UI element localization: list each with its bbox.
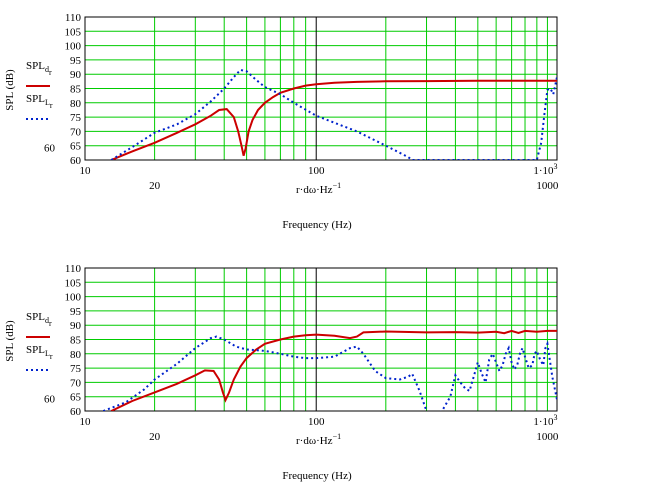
y-tick-label: 110 bbox=[65, 263, 82, 275]
legend-label: SPLLr bbox=[26, 93, 53, 110]
y-axis-title: SPL (dB) bbox=[4, 320, 16, 362]
y-tick-label: 85 bbox=[70, 84, 82, 96]
x-axis-expr-exp: −1 bbox=[333, 181, 342, 190]
legend-label-sub: d bbox=[45, 316, 49, 325]
y-tick-label: 75 bbox=[70, 112, 82, 124]
y-tick-label: 60 bbox=[70, 155, 82, 167]
y-tick-label: 65 bbox=[70, 141, 82, 153]
y-tick-label: 100 bbox=[65, 292, 82, 304]
y-tick-label-extra: 60 bbox=[44, 394, 56, 406]
legend-label: SPLdr bbox=[26, 60, 52, 77]
y-tick-label: 60 bbox=[70, 406, 82, 418]
y-tick-label: 80 bbox=[70, 349, 82, 361]
x-tick-label: 1·103 bbox=[533, 162, 557, 177]
y-tick-label: 65 bbox=[70, 392, 82, 404]
x-tick-label: 10 bbox=[80, 416, 92, 428]
y-tick-label: 95 bbox=[70, 55, 82, 67]
x-tick-label: 1·103 bbox=[533, 413, 557, 428]
x-tick-label: 100 bbox=[308, 416, 325, 428]
y-tick-label: 85 bbox=[70, 335, 82, 347]
y-tick-label: 95 bbox=[70, 306, 82, 318]
x-axis-expr: r·dω·Hz−1 bbox=[296, 432, 341, 447]
y-axis-title: SPL (dB) bbox=[4, 69, 16, 111]
y-tick-label: 105 bbox=[65, 26, 82, 38]
y-tick-label: 70 bbox=[70, 377, 82, 389]
legend-label: SPLLr bbox=[26, 344, 53, 361]
series-line-d bbox=[110, 329, 557, 411]
legend-label: SPLdr bbox=[26, 311, 52, 328]
legend-label-sub2: r bbox=[49, 319, 52, 328]
x-tick-exp: 3 bbox=[554, 413, 558, 422]
y-tick-label: 105 bbox=[65, 277, 82, 289]
legend-label-sub: d bbox=[45, 65, 49, 74]
y-tick-label: 75 bbox=[70, 363, 82, 375]
legend-label-sub2: r bbox=[50, 101, 53, 110]
x-tick-label: 20 bbox=[149, 431, 161, 443]
y-tick-label-extra: 60 bbox=[44, 143, 56, 155]
x-tick-label: 10 bbox=[80, 165, 92, 177]
legend-label-sub: L bbox=[45, 98, 50, 107]
x-tick-label: 20 bbox=[149, 180, 161, 192]
series-line-l bbox=[110, 68, 557, 160]
x-axis-expr-exp: −1 bbox=[333, 432, 342, 441]
y-tick-label: 90 bbox=[70, 320, 82, 332]
y-tick-label: 90 bbox=[70, 69, 82, 81]
y-tick-label: 80 bbox=[70, 98, 82, 110]
y-tick-label: 110 bbox=[65, 12, 82, 24]
x-tick-label: 1000 bbox=[536, 431, 559, 443]
series-line-l bbox=[102, 335, 557, 411]
x-tick-label: 100 bbox=[308, 165, 325, 177]
legend-label-sub2: r bbox=[50, 352, 53, 361]
plot-frame bbox=[84, 267, 558, 412]
y-tick-label: 70 bbox=[70, 126, 82, 138]
plot-frame bbox=[84, 16, 558, 161]
legend-label-sub: L bbox=[45, 349, 50, 358]
y-tick-label: 100 bbox=[65, 41, 82, 53]
series-line-d bbox=[110, 79, 557, 160]
x-axis-title: Frequency (Hz) bbox=[282, 470, 352, 482]
legend-label-sub2: r bbox=[49, 68, 52, 77]
x-tick-label: 1000 bbox=[536, 180, 559, 192]
x-axis-title: Frequency (Hz) bbox=[282, 219, 352, 231]
x-tick-exp: 3 bbox=[554, 162, 558, 171]
x-axis-expr: r·dω·Hz−1 bbox=[296, 181, 341, 196]
